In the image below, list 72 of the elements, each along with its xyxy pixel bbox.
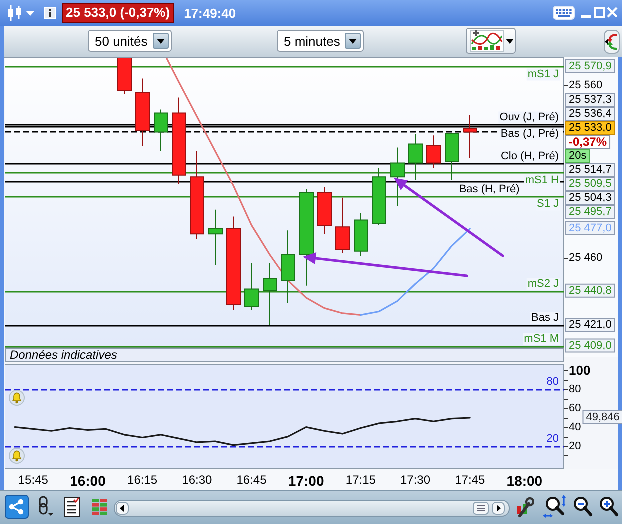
text: 25 504,3 — [569, 192, 612, 204]
text: 25 533,0 — [569, 122, 612, 134]
ref-line-label: Bas (H, Pré) — [459, 183, 520, 196]
ref-line-label: Clo (H, Pré) — [500, 150, 559, 162]
candlestick — [154, 109, 168, 152]
text: 25 495,7 — [569, 206, 612, 218]
chart-subtitle: 17:49:40 — [184, 6, 236, 20]
x-tick-label: 17:00 — [288, 473, 324, 489]
ref-line-label: 20 — [546, 432, 560, 445]
candlestick — [335, 197, 350, 254]
candlestick — [299, 188, 314, 286]
y-tick-label: 80 — [569, 383, 582, 396]
ref-line-label: Bas (J, Pré) — [500, 128, 560, 140]
text: 25 421,0 — [569, 319, 612, 332]
ref-line-label: mS1 M — [524, 332, 560, 345]
line-series — [360, 228, 471, 316]
line-series — [14, 417, 471, 446]
candlestick — [317, 186, 332, 235]
text: 49,846 — [586, 412, 620, 424]
candlestick — [135, 78, 150, 147]
y-tick-label: 40 — [569, 421, 582, 434]
ref-line-label: 80 — [546, 376, 560, 388]
x-tick-label: 17:30 — [400, 473, 431, 487]
ref-line-label: S1 J — [536, 198, 560, 210]
x-tick-label: 18:00 — [506, 473, 543, 489]
y-tick-label: 25 460 — [569, 252, 603, 264]
ref-line-label: mS1 J — [528, 68, 560, 80]
candlestick — [244, 262, 259, 311]
dropdown: 50 unités — [88, 30, 172, 52]
line-series — [166, 58, 362, 316]
candlestick — [172, 97, 186, 185]
y-tick-label: 20 — [569, 440, 582, 452]
candlestick — [281, 230, 295, 304]
candlestick — [226, 216, 241, 311]
chart-title: 25 533,0 (-0,37%) — [62, 3, 174, 23]
text: 25 509,5 — [569, 178, 612, 190]
annotation: Données indicatives — [10, 348, 118, 362]
x-tick-label: 17:15 — [346, 473, 376, 487]
text: 25 537,3 — [569, 94, 612, 106]
ref-line-label: mS1 H — [525, 174, 560, 186]
text: 25 477,0 — [569, 222, 612, 234]
candlestick — [463, 114, 477, 159]
x-tick-label: 16:00 — [70, 473, 106, 489]
dropdown: 5 minutes — [277, 30, 364, 52]
text: 25 409,0 — [569, 340, 612, 352]
x-tick-label: 17:45 — [455, 473, 486, 487]
x-tick-label: 15:45 — [18, 473, 49, 487]
ref-line-label: Ouv (J, Pré) — [500, 111, 560, 124]
candlestick — [408, 133, 423, 182]
candlestick — [426, 135, 441, 169]
candlestick — [372, 168, 386, 226]
text: 25 440,8 — [569, 284, 612, 297]
text: -0,37% — [569, 135, 608, 150]
x-tick-label: 16:15 — [128, 473, 158, 487]
candlestick — [190, 150, 204, 240]
y-tick-label: 60 — [569, 402, 582, 414]
candlestick — [390, 147, 405, 207]
x-tick-label: 16:45 — [236, 473, 268, 487]
text: 20s — [569, 150, 588, 162]
ref-line-label: mS2 J — [528, 278, 560, 290]
x-tick-label: 16:30 — [182, 473, 212, 487]
ref-line-label: Bas J — [531, 312, 560, 324]
text: 25 570,9 — [569, 60, 612, 72]
candlestick — [354, 212, 368, 258]
candlestick — [117, 58, 132, 95]
text: 25 536,4 — [569, 108, 612, 120]
candlestick — [263, 262, 277, 326]
text: 25 514,7 — [569, 164, 612, 176]
y-tick-label: 100 — [569, 363, 591, 378]
candlestick — [445, 133, 459, 182]
y-tick-label: 25 560 — [569, 80, 603, 92]
candlestick — [208, 209, 223, 266]
